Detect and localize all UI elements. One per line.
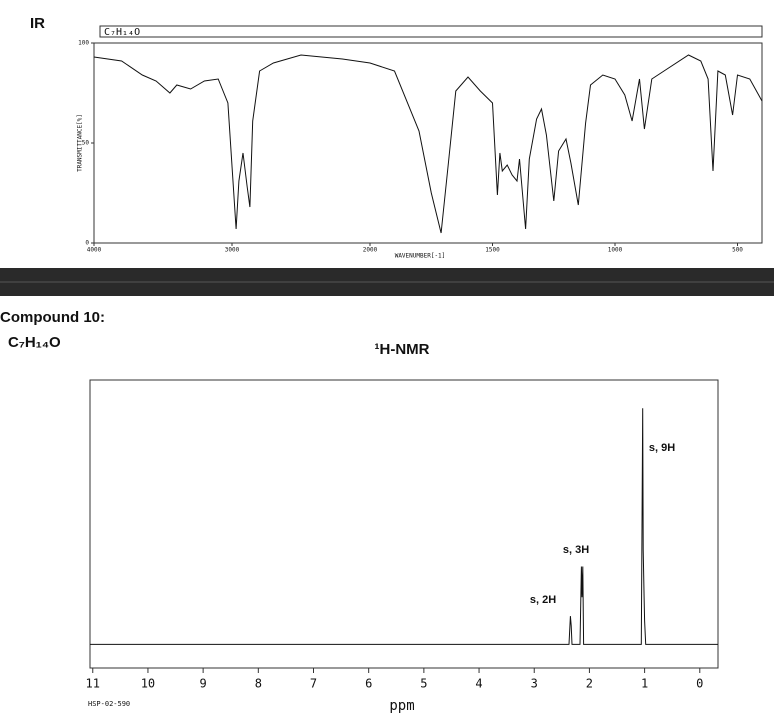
- spectrum-line: [90, 408, 718, 645]
- nmr-x-label: ppm: [389, 698, 414, 714]
- x-tick-label: 2000: [363, 247, 378, 254]
- nmr-frame: [89, 379, 719, 669]
- peak-annotation: s, 2H: [530, 594, 556, 606]
- y-tick-label: 50: [82, 140, 90, 147]
- x-tick-label: 6: [365, 677, 372, 691]
- formula-box-text: C₇H₁₄O: [104, 27, 140, 38]
- formula-box: [99, 25, 763, 38]
- ir-y-label: TRANSMITTANCE[%]: [77, 114, 84, 172]
- x-tick-label: 500: [732, 247, 743, 254]
- ir-title: IR: [30, 15, 45, 32]
- x-tick-label: 9: [200, 677, 207, 691]
- peak-annotation: s, 9H: [649, 442, 675, 454]
- x-tick-label: 7: [310, 677, 317, 691]
- x-tick-label: 10: [141, 677, 155, 691]
- spectrum-line: [93, 54, 763, 234]
- y-tick-label: 100: [78, 40, 89, 47]
- x-tick-label: 8: [255, 677, 262, 691]
- peak-annotation: s, 3H: [563, 544, 589, 556]
- x-tick-label: 2: [586, 677, 593, 691]
- compound-formula: C₇H₁₄O: [8, 334, 61, 351]
- compound-label: Compound 10:: [0, 309, 105, 326]
- x-tick-label: 3000: [225, 247, 240, 254]
- x-tick-label: 5: [420, 677, 427, 691]
- x-tick-label: 1500: [485, 247, 500, 254]
- ir-x-label: WAVENUMBER[-1]: [395, 253, 446, 260]
- x-tick-label: 1000: [608, 247, 623, 254]
- x-tick-label: 1: [641, 677, 648, 691]
- x-tick-label: 0: [696, 677, 703, 691]
- y-tick-label: 0: [85, 240, 89, 247]
- x-tick-label: 4000: [87, 247, 102, 254]
- x-tick-label: 4: [475, 677, 482, 691]
- x-tick-label: 3: [531, 677, 538, 691]
- x-tick-label: 11: [86, 677, 100, 691]
- nmr-footnote: HSP-02-590: [88, 700, 130, 708]
- nmr-title: ¹H-NMR: [375, 341, 430, 358]
